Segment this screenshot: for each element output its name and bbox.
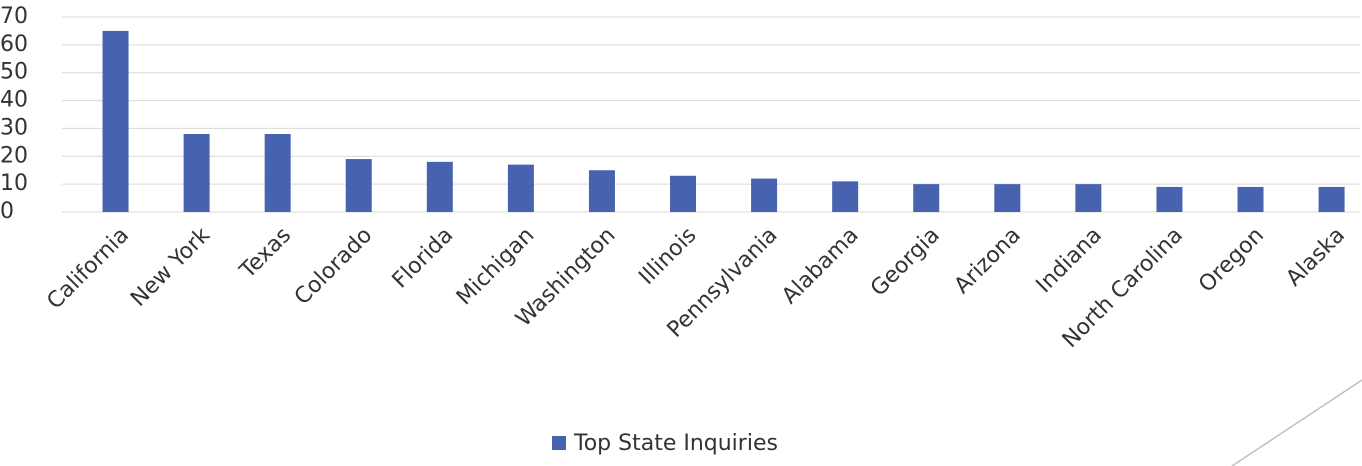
- x-tick-label: New York: [126, 223, 215, 312]
- y-tick-label: 50: [0, 60, 28, 85]
- bar: [426, 161, 453, 212]
- bar: [588, 170, 615, 212]
- y-tick-label: 10: [0, 171, 28, 196]
- bar: [264, 134, 291, 212]
- bar: [1075, 184, 1102, 212]
- bar: [1318, 186, 1345, 212]
- bar: [751, 178, 778, 212]
- x-tick-label: California: [42, 223, 134, 315]
- y-tick-label: 0: [0, 199, 14, 224]
- x-tick-label: Oregon: [1194, 223, 1269, 298]
- bar: [1156, 186, 1183, 212]
- bar: [913, 184, 940, 212]
- x-tick-label: Arizona: [950, 223, 1026, 299]
- bar: [832, 181, 859, 212]
- y-tick-label: 30: [0, 115, 28, 140]
- x-tick-label: Texas: [235, 223, 296, 284]
- bar: [507, 164, 534, 212]
- y-tick-label: 70: [0, 4, 28, 29]
- x-tick-label: Michigan: [452, 223, 539, 310]
- x-tick-label: Illinois: [634, 223, 701, 290]
- bar: [345, 159, 372, 212]
- bar: [183, 134, 210, 212]
- x-tick-label: Alaska: [1282, 223, 1351, 292]
- x-tick-label: Florida: [388, 223, 459, 294]
- legend-label: Top State Inquiries: [573, 431, 778, 456]
- legend-swatch: [552, 436, 566, 450]
- x-tick-label: Georgia: [866, 223, 945, 302]
- y-tick-label: 60: [0, 32, 28, 57]
- x-tick-label: Indiana: [1032, 223, 1107, 298]
- decorative-line: [1231, 379, 1362, 466]
- x-tick-label: Colorado: [290, 223, 377, 310]
- bar: [102, 30, 129, 212]
- y-tick-label: 40: [0, 88, 28, 113]
- bar: [994, 184, 1021, 212]
- bar: [1237, 186, 1264, 212]
- x-tick-label: Alabama: [777, 223, 863, 309]
- y-tick-label: 20: [0, 143, 28, 168]
- bar: [670, 175, 697, 212]
